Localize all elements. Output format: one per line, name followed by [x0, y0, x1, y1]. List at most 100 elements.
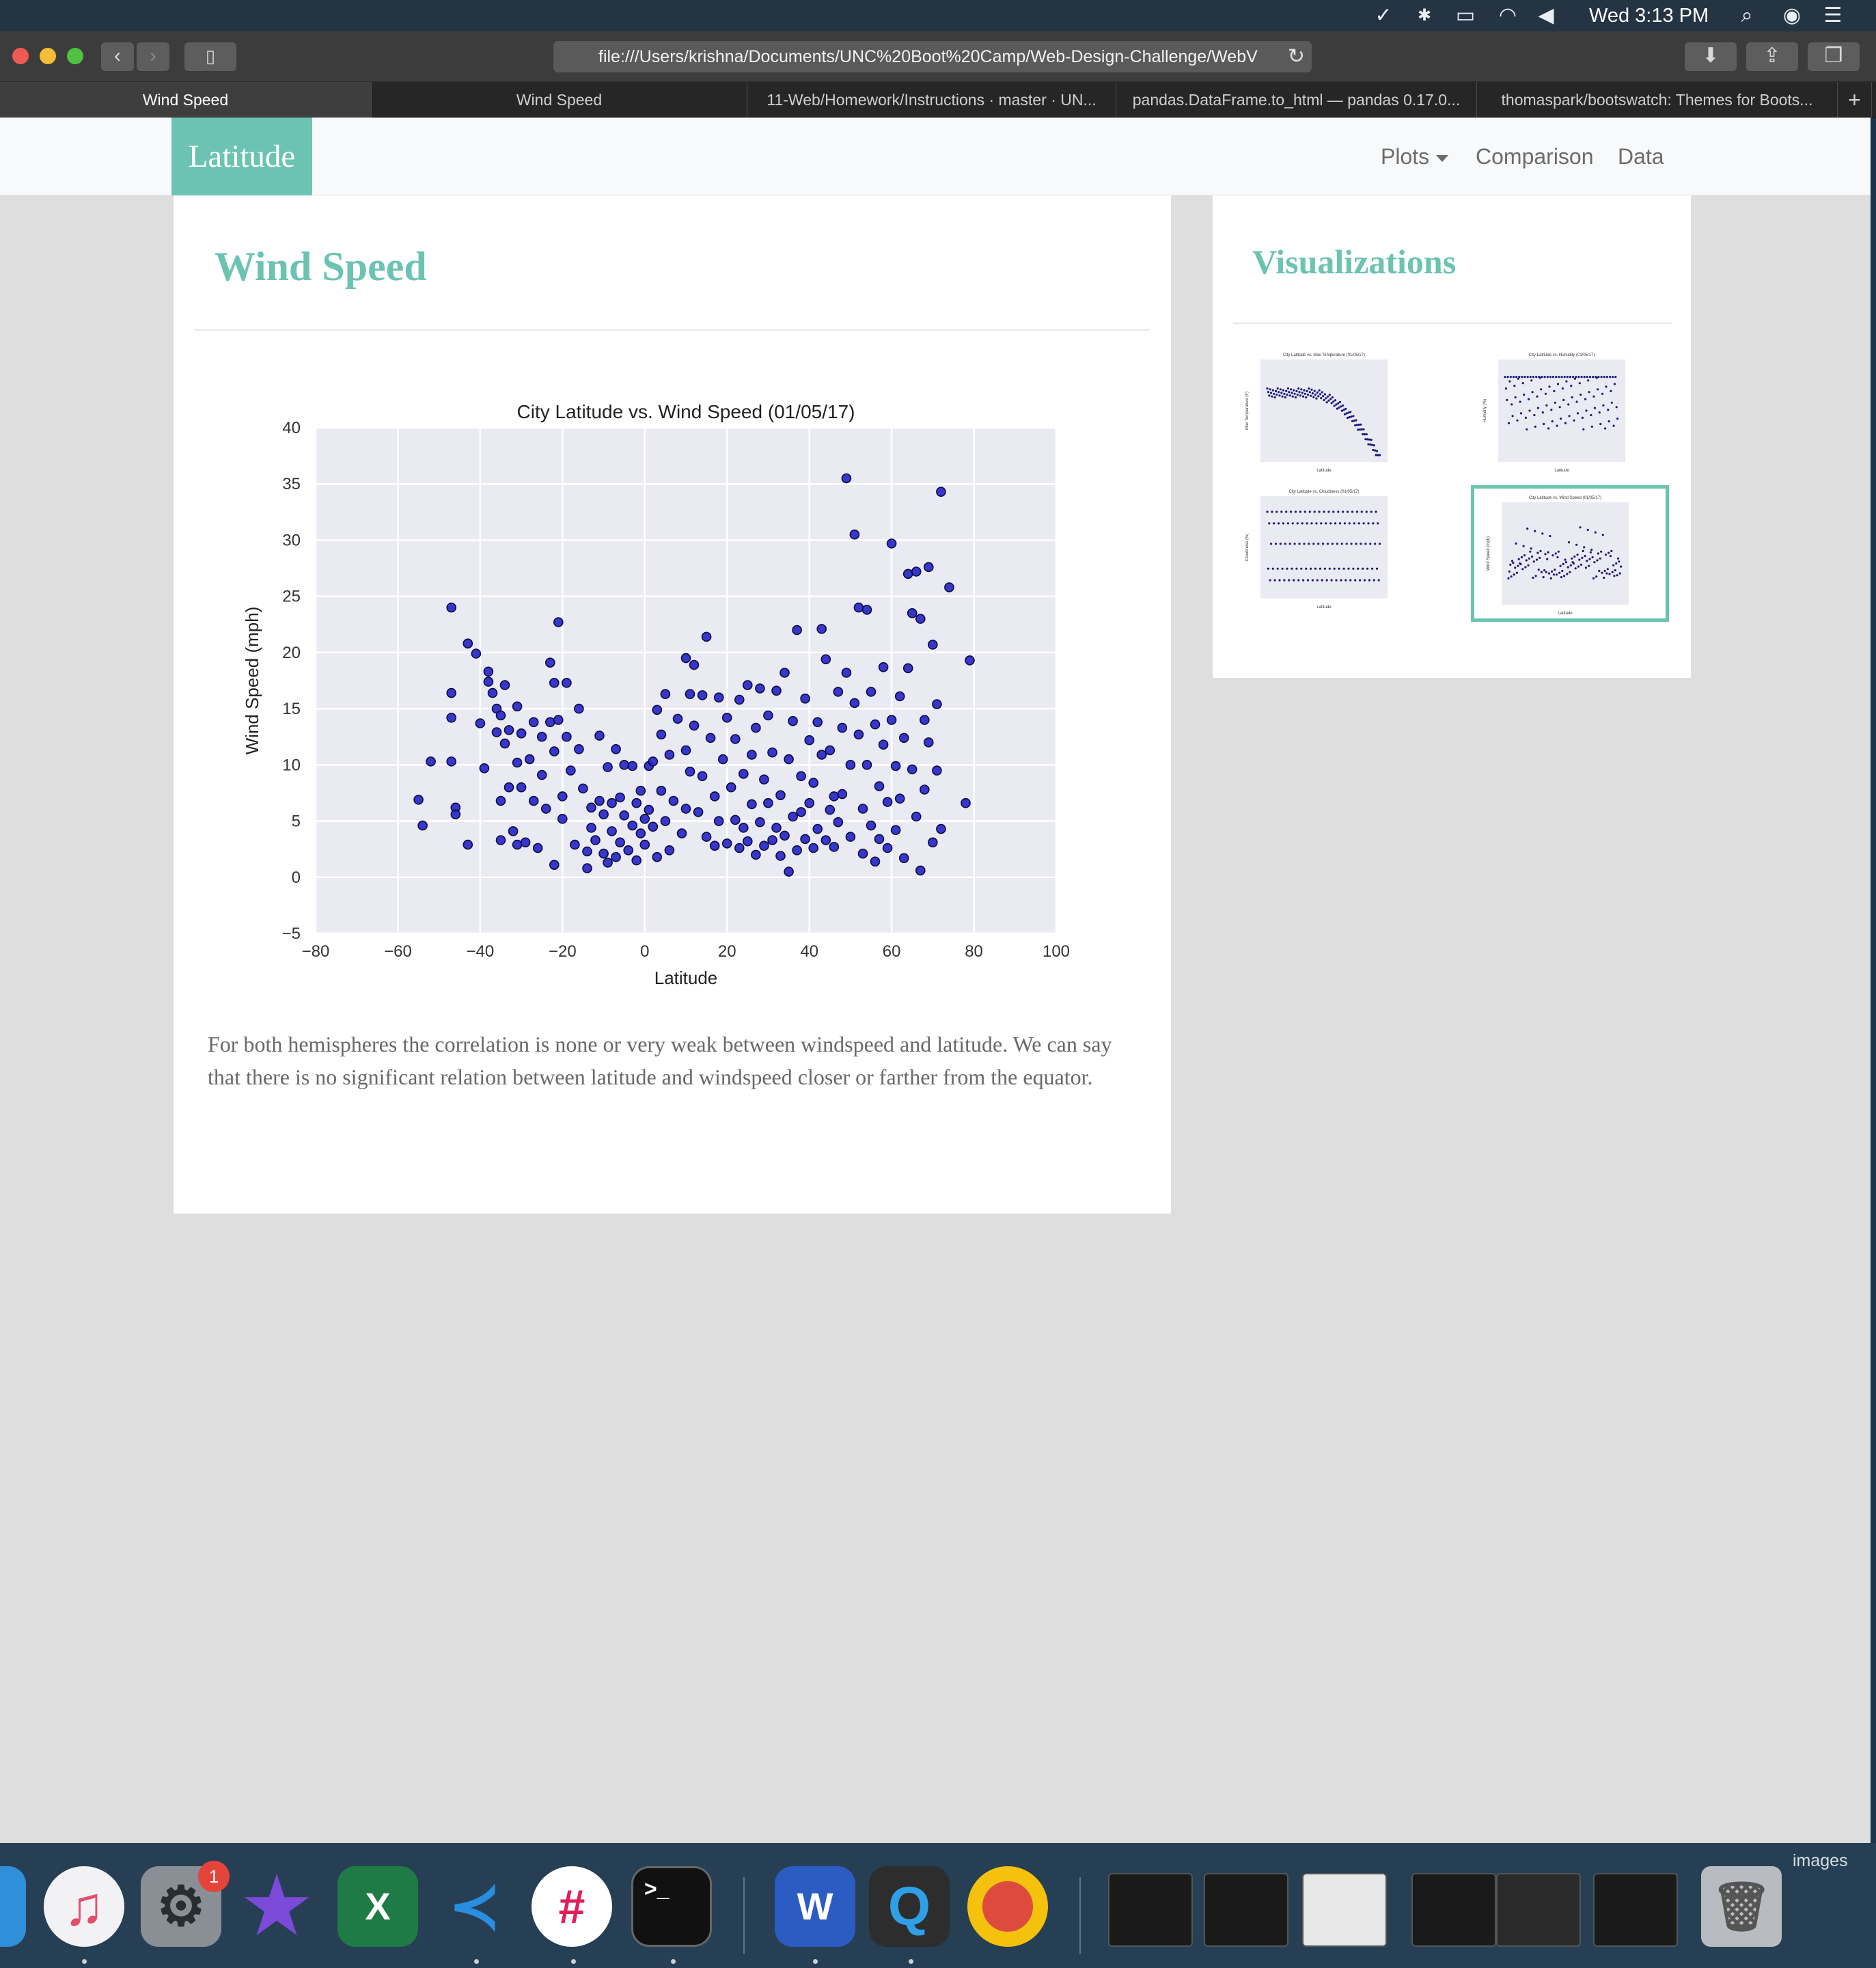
- menubar-clock[interactable]: Wed 3:13 PM: [1589, 5, 1709, 27]
- thumbnail-point: [1567, 403, 1570, 406]
- data-point: [849, 529, 860, 540]
- thumbnail-wind-speed[interactable]: City Latitude vs. Wind Speed (01/05/17) L…: [1471, 485, 1669, 622]
- thumbnail-point: [1522, 545, 1525, 547]
- terminal-icon[interactable]: >_: [631, 1866, 712, 1947]
- new-tab-button[interactable]: +: [1838, 82, 1872, 118]
- thumbnail-point: [1366, 567, 1369, 570]
- thumbnail-point: [1562, 398, 1565, 401]
- minimized-window-thumbnail[interactable]: [1302, 1873, 1387, 1947]
- browser-tab[interactable]: Wind Speed: [372, 82, 747, 118]
- browser-tab[interactable]: thomaspark/bootswatch: Themes for Boots.…: [1477, 82, 1838, 118]
- trash-icon[interactable]: 🗑: [1701, 1866, 1782, 1947]
- itunes-icon[interactable]: ♫: [44, 1866, 124, 1947]
- data-point: [648, 756, 659, 767]
- nav-data-link[interactable]: Data: [1618, 144, 1664, 169]
- forward-button[interactable]: ›: [137, 42, 169, 71]
- thumbnail-point: [1293, 389, 1295, 392]
- thumbnail-point: [1551, 570, 1554, 573]
- thumbnail-point: [1550, 409, 1553, 411]
- thumbnail-point: [1571, 396, 1573, 399]
- airplay-icon[interactable]: ▭: [1455, 4, 1476, 27]
- bluetooth-icon[interactable]: ✱: [1417, 6, 1432, 25]
- minimized-window-thumbnail[interactable]: [1204, 1873, 1288, 1947]
- thumbnail-point: [1504, 376, 1506, 379]
- word-icon[interactable]: W: [775, 1866, 855, 1947]
- thumbnail-point: [1312, 396, 1315, 398]
- zoom-window-button[interactable]: [67, 48, 83, 64]
- thumbnail-point: [1340, 405, 1342, 408]
- sidebar-toggle-button[interactable]: ▯: [184, 42, 236, 71]
- data-point: [870, 719, 881, 730]
- thumbnail-point: [1321, 391, 1323, 394]
- close-window-button[interactable]: [12, 48, 29, 64]
- thumbnail-humidity[interactable]: City Latitude vs. Humidity (01/05/17) Lat…: [1471, 346, 1669, 482]
- thumbnail-cloudiness[interactable]: City Latitude vs. Cloudiness (01/05/17) L…: [1233, 482, 1431, 619]
- thumbnail-point: [1569, 376, 1571, 379]
- notification-center-icon[interactable]: ☰: [1823, 4, 1843, 27]
- spotlight-search-icon[interactable]: ⌕: [1741, 4, 1753, 27]
- thumbnail-point: [1303, 389, 1306, 392]
- wifi-icon[interactable]: ◠: [1498, 4, 1517, 27]
- back-button[interactable]: ‹: [101, 42, 134, 71]
- thumbnail-max-temperature[interactable]: City Latitude vs. Max Temperature (01/05…: [1233, 346, 1431, 482]
- y-axis-label: Wind Speed (mph): [245, 607, 262, 755]
- thumbnail-point: [1286, 394, 1288, 396]
- data-point: [689, 659, 700, 670]
- minimized-window-thumbnail[interactable]: [1411, 1873, 1496, 1947]
- thumbnail-point: [1573, 419, 1575, 422]
- chrome-icon[interactable]: [967, 1866, 1048, 1947]
- thumbnail-point: [1603, 576, 1605, 579]
- data-point: [520, 837, 531, 848]
- thumbnail-point: [1554, 401, 1556, 404]
- data-point: [495, 795, 506, 806]
- browser-tab[interactable]: pandas.DataFrame.to_html — pandas 0.17.0…: [1116, 82, 1477, 118]
- excel-icon[interactable]: X: [337, 1866, 418, 1947]
- share-button[interactable]: ⇪: [1746, 42, 1798, 71]
- minimized-window-thumbnail[interactable]: [1496, 1873, 1581, 1947]
- reload-icon[interactable]: ↻: [1287, 45, 1305, 68]
- minimized-window-thumbnail[interactable]: [1108, 1873, 1193, 1947]
- thumbnail-point: [1305, 567, 1308, 570]
- x-tick-label: −60: [384, 942, 412, 961]
- data-point: [717, 754, 728, 765]
- tab-overview-button[interactable]: ❐: [1808, 42, 1860, 71]
- data-point: [603, 858, 613, 868]
- nav-plots-dropdown[interactable]: Plots: [1381, 118, 1449, 195]
- thumbnail-point: [1564, 558, 1567, 561]
- nav-comparison-link[interactable]: Comparison: [1476, 144, 1594, 169]
- minimize-window-button[interactable]: [40, 48, 56, 64]
- x-tick-label: −40: [467, 942, 495, 961]
- minimized-window-thumbnail[interactable]: [1593, 1873, 1678, 1947]
- checkmark-app-icon[interactable]: ✓: [1375, 4, 1392, 27]
- thumbnail-chart: City Latitude vs. Max Temperature (01/05…: [1245, 353, 1388, 473]
- thumbnail-point: [1303, 543, 1306, 545]
- thumbnail-point: [1268, 394, 1271, 397]
- data-point: [861, 759, 872, 770]
- slack-icon[interactable]: #: [532, 1866, 612, 1947]
- navbar-brand[interactable]: Latitude: [171, 118, 312, 195]
- thumbnail-point: [1523, 394, 1526, 396]
- siri-icon[interactable]: ◉: [1782, 4, 1802, 27]
- thumbnail-point: [1335, 403, 1338, 406]
- thumbnail-point: [1296, 522, 1299, 525]
- downloads-button[interactable]: ⬇: [1685, 42, 1737, 71]
- imovie-icon[interactable]: ★: [243, 1864, 311, 1948]
- data-point: [775, 851, 786, 861]
- browser-tab[interactable]: Wind Speed: [0, 82, 372, 118]
- thumbnail-point: [1610, 390, 1612, 392]
- finder-partial-icon[interactable]: [0, 1866, 26, 1947]
- quip-icon[interactable]: Q: [869, 1866, 950, 1947]
- thumbnail-point: [1291, 392, 1293, 394]
- volume-icon[interactable]: ◀: [1538, 4, 1554, 27]
- vscode-icon[interactable]: ≺: [449, 1872, 501, 1941]
- thumbnail-point: [1318, 510, 1321, 513]
- data-point: [763, 710, 773, 721]
- thumbnail-point: [1290, 388, 1293, 391]
- thumbnail-point: [1616, 574, 1618, 577]
- thumbnail-point: [1554, 569, 1556, 571]
- thumbnail-point: [1310, 567, 1312, 570]
- browser-tab[interactable]: 11-Web/Homework/Instructions · master · …: [747, 82, 1116, 118]
- url-bar[interactable]: file:///Users/krishna/Documents/UNC%20Bo…: [553, 41, 1312, 72]
- data-point: [961, 797, 971, 808]
- data-point: [607, 826, 617, 836]
